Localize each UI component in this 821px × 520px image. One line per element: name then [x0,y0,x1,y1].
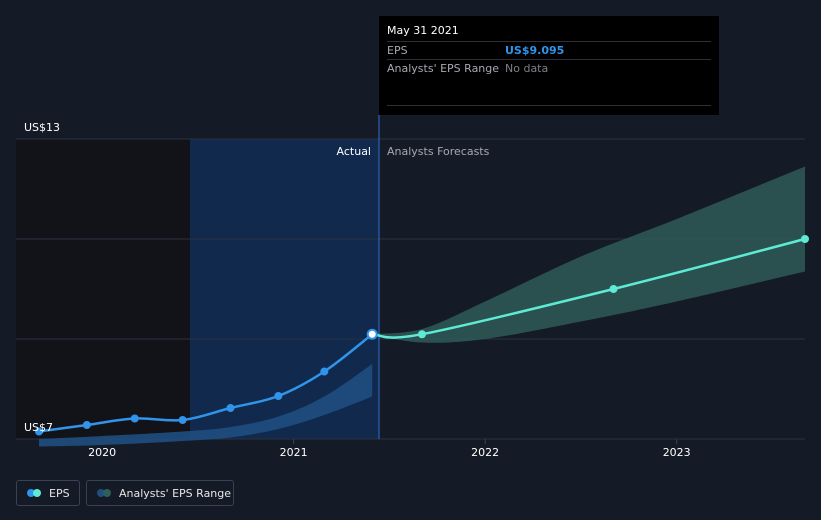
eps-point[interactable] [226,404,235,412]
y-axis-min-label: US$7 [24,421,54,434]
tooltip-range-row: Analysts' EPS Range No data [387,59,711,80]
forecast-point[interactable] [801,235,809,243]
eps-point[interactable] [130,414,139,423]
eps-point[interactable] [320,367,329,376]
x-tick-label: 2023 [663,446,691,459]
eps-point[interactable] [34,427,43,436]
forecast-point[interactable] [417,330,426,339]
tooltip-eps-value: US$9.095 [505,44,565,57]
tooltip-eps-label: EPS [387,44,408,57]
eps-actual-line [38,333,373,433]
forecast-point[interactable] [609,285,618,293]
actual-label: Actual [337,145,371,158]
legend-range-label: Analysts' EPS Range [119,486,232,500]
past-shade [16,139,190,439]
analysts-eps-range-band [372,166,805,343]
x-tick-label: 2022 [471,446,499,459]
x-tick-label: 2021 [280,446,308,459]
eps-point-current[interactable] [366,328,378,340]
forecast-label: Analysts Forecasts [387,145,490,158]
eps-point[interactable] [274,392,283,400]
x-tick-label: 2020 [88,446,116,459]
tooltip-divider [387,105,711,107]
tooltip-range-label: Analysts' EPS Range [387,62,500,75]
tooltip: May 31 2021 EPS US$9.095 Analysts' EPS R… [379,16,719,115]
actual-eps-band [39,364,373,447]
range-legend-icon [97,489,111,497]
eps-forecast-line [372,237,806,339]
legend-range-toggle[interactable]: Analysts' EPS Range [86,480,234,506]
tooltip-date: May 31 2021 [387,24,459,37]
eps-legend-icon [27,489,41,497]
y-axis-max-label: US$13 [24,121,61,134]
eps-point[interactable] [178,416,187,424]
tooltip-range-value: No data [505,62,549,75]
legend-eps-toggle[interactable]: EPS [16,480,80,506]
eps-point[interactable] [82,421,91,429]
legend-eps-label: EPS [49,486,70,500]
tooltip-eps-row: EPS US$9.095 [387,41,711,62]
